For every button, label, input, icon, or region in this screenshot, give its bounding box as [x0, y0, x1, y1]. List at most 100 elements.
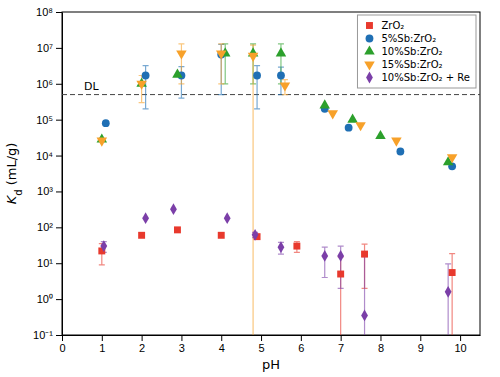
x-tick-mark: [102, 335, 103, 341]
y-tick-mark: [56, 335, 62, 336]
y-tick-mark: [56, 299, 62, 300]
point: [321, 250, 328, 262]
x-tick-mark: [221, 335, 222, 341]
legend-symbol: [364, 61, 375, 70]
legend-item: 10%Sb:ZrO₂: [364, 45, 442, 57]
y-tick-label: 10⁶: [36, 78, 53, 90]
point: [252, 229, 259, 241]
point: [174, 226, 181, 233]
x-tick-label: 7: [338, 342, 344, 354]
x-tick: 8: [378, 335, 384, 354]
point: [337, 250, 344, 262]
point: [449, 269, 456, 276]
y-tick: 10⁸: [36, 6, 62, 18]
y-tick-label: 10¹: [37, 257, 53, 269]
point: [142, 212, 149, 224]
y-tick-mark: [56, 263, 62, 264]
x-tick-mark: [181, 335, 182, 341]
point: [224, 212, 231, 224]
error-bar: [322, 247, 328, 277]
x-tick-mark: [420, 335, 421, 341]
point: [347, 114, 358, 123]
legend-box: [357, 15, 476, 88]
error-bars: [99, 235, 455, 335]
x-tick-label: 8: [378, 342, 384, 354]
y-tick-label: 10⁻¹: [33, 329, 53, 341]
x-tick-label: 1: [99, 342, 105, 354]
point: [100, 240, 107, 252]
y-tick: 10²: [37, 221, 62, 233]
point: [447, 154, 458, 163]
error-bar: [294, 242, 300, 253]
legend-label: 15%Sb:ZrO₂: [381, 59, 442, 70]
point: [142, 72, 150, 80]
y-tick-label: 10⁰: [37, 293, 53, 305]
x-tick: 10: [454, 335, 466, 354]
point: [361, 251, 368, 258]
y-tick: 10⁻¹: [33, 329, 62, 341]
x-tick-mark: [380, 335, 381, 341]
x-tick-mark: [460, 335, 461, 341]
y-tick: 10⁵: [36, 114, 62, 126]
error-bar: [250, 45, 256, 335]
x-tick: 1: [99, 335, 105, 354]
legend: ZrO₂5%Sb:ZrO₂10%Sb:ZrO₂15%Sb:ZrO₂10%Sb:Z…: [357, 15, 476, 88]
series-points: [100, 203, 451, 321]
y-tick: 10⁰: [37, 293, 62, 305]
point: [172, 69, 183, 78]
point: [319, 99, 330, 108]
y-axis-title: Kd (mL/g): [4, 143, 24, 205]
y-tick-label: 10³: [37, 185, 53, 197]
point: [176, 50, 187, 59]
y-tick: 10¹: [37, 257, 62, 269]
y-axis: 10⁻¹ 10⁰ 10¹ 10² 10³ 10⁴ 10⁵ 10⁶ 10⁷ 10⁸: [33, 6, 62, 341]
error-bar: [362, 257, 368, 335]
point: [136, 81, 147, 90]
x-tick-label: 3: [179, 342, 185, 354]
legend-item: 10%Sb:ZrO₂ + Re: [366, 72, 470, 84]
reference-line: [62, 94, 480, 95]
point: [345, 124, 353, 132]
x-axis: 012345678910: [59, 335, 480, 354]
x-tick-label: 9: [418, 342, 424, 354]
point: [355, 122, 366, 131]
y-tick-label: 10⁴: [36, 150, 53, 162]
point: [277, 72, 285, 80]
series-points: [98, 226, 455, 277]
point: [102, 119, 110, 127]
error-bar: [254, 66, 260, 109]
legend-symbol: [366, 22, 373, 29]
x-tick-mark: [142, 335, 143, 341]
y-tick-label: 10⁸: [36, 6, 53, 18]
x-tick-mark: [301, 335, 302, 341]
legend-label: 10%Sb:ZrO₂: [381, 46, 442, 57]
x-tick: 3: [179, 335, 185, 354]
point: [97, 138, 108, 147]
y-tick: 10⁷: [37, 42, 62, 54]
point: [248, 53, 259, 62]
y-axis-line: [62, 13, 63, 336]
y-tick: 10⁶: [36, 78, 62, 90]
x-tick: 7: [338, 335, 344, 354]
y-tick-mark: [56, 84, 62, 85]
point: [375, 130, 386, 139]
point: [280, 82, 291, 91]
legend-symbol: [366, 35, 374, 43]
point: [337, 271, 344, 278]
x-tick-mark: [261, 335, 262, 341]
legend-symbol: [364, 45, 375, 54]
series-points: [97, 50, 458, 163]
x-tick-mark: [62, 335, 63, 341]
x-axis-line: [63, 335, 481, 336]
error-bar: [338, 246, 344, 288]
x-tick: 9: [418, 335, 424, 354]
x-tick: 5: [258, 335, 264, 354]
error-bars: [143, 44, 284, 108]
y-tick-mark: [56, 191, 62, 192]
point: [278, 241, 285, 253]
error-bar: [178, 44, 184, 84]
point: [138, 232, 145, 239]
x-tick-label: 10: [454, 342, 466, 354]
reference-label: DL: [84, 80, 99, 93]
y-tick-mark: [56, 12, 62, 13]
